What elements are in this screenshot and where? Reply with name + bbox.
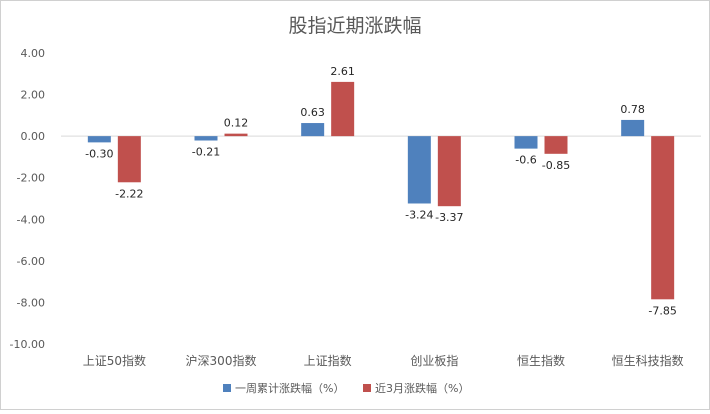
data-label: -0.30	[85, 147, 113, 160]
data-label: -3.24	[405, 208, 433, 221]
data-label: -0.85	[542, 159, 570, 172]
x-tick-label: 沪深300指数	[186, 353, 257, 368]
data-label: -0.21	[192, 146, 220, 159]
data-label: -2.22	[115, 187, 143, 200]
legend-swatch	[223, 384, 231, 392]
x-tick-label: 恒生指数	[517, 353, 565, 368]
bar-weekly	[87, 136, 111, 143]
bar-three-month	[651, 136, 675, 300]
data-label: -7.85	[648, 304, 676, 317]
legend-label: 近3月涨跌幅（%）	[375, 381, 469, 395]
bar-three-month	[331, 81, 355, 137]
data-label: 0.12	[224, 117, 249, 130]
y-tick-label: 2.00	[21, 89, 46, 102]
x-tick-label: 恒生科技指数	[612, 353, 684, 368]
x-axis: 上证50指数 沪深300指数 上证指数 创业板指 恒生指数 恒生科技指数	[83, 353, 684, 368]
bar-weekly	[301, 123, 325, 137]
bar-weekly	[407, 136, 431, 204]
y-tick-label: -10.00	[10, 338, 45, 351]
y-axis: 4.00 2.00 0.00 -2.00 -4.00 -6.00 -8.00 -10.00	[10, 47, 701, 351]
bar-weekly	[194, 136, 218, 141]
legend-swatch	[363, 384, 371, 392]
x-tick-label: 上证指数	[304, 353, 352, 368]
y-tick-label: -8.00	[17, 296, 45, 309]
x-tick-label: 创业板指	[410, 353, 458, 368]
bar-three-month	[117, 136, 141, 183]
y-tick-label: -2.00	[17, 172, 45, 185]
x-tick-label: 上证50指数	[83, 353, 146, 368]
bar-three-month	[544, 136, 568, 154]
chart-title: 股指近期涨跌幅	[288, 15, 421, 37]
bar-weekly	[621, 119, 645, 137]
data-label: 2.61	[330, 65, 355, 78]
data-label: 0.63	[300, 106, 325, 119]
data-label: -3.37	[435, 211, 463, 224]
y-tick-label: -6.00	[17, 255, 45, 268]
data-label: 0.78	[620, 103, 645, 116]
data-labels: -0.30 -2.22 -0.21 0.12 0.63 2.61 -3.24 -3.37 -0.…	[85, 65, 677, 317]
y-tick-label: 0.00	[21, 130, 46, 143]
bar-three-month	[437, 136, 461, 207]
bar-three-month	[224, 133, 248, 137]
data-label: -0.6	[515, 154, 536, 167]
y-tick-label: 4.00	[21, 47, 46, 60]
legend-label: 一周累计涨跌幅（%）	[235, 381, 344, 395]
legend: 一周累计涨跌幅（%） 近3月涨跌幅（%）	[223, 381, 469, 395]
bar-weekly	[514, 136, 538, 149]
bar-series	[87, 81, 675, 300]
y-tick-label: -4.00	[17, 213, 45, 226]
